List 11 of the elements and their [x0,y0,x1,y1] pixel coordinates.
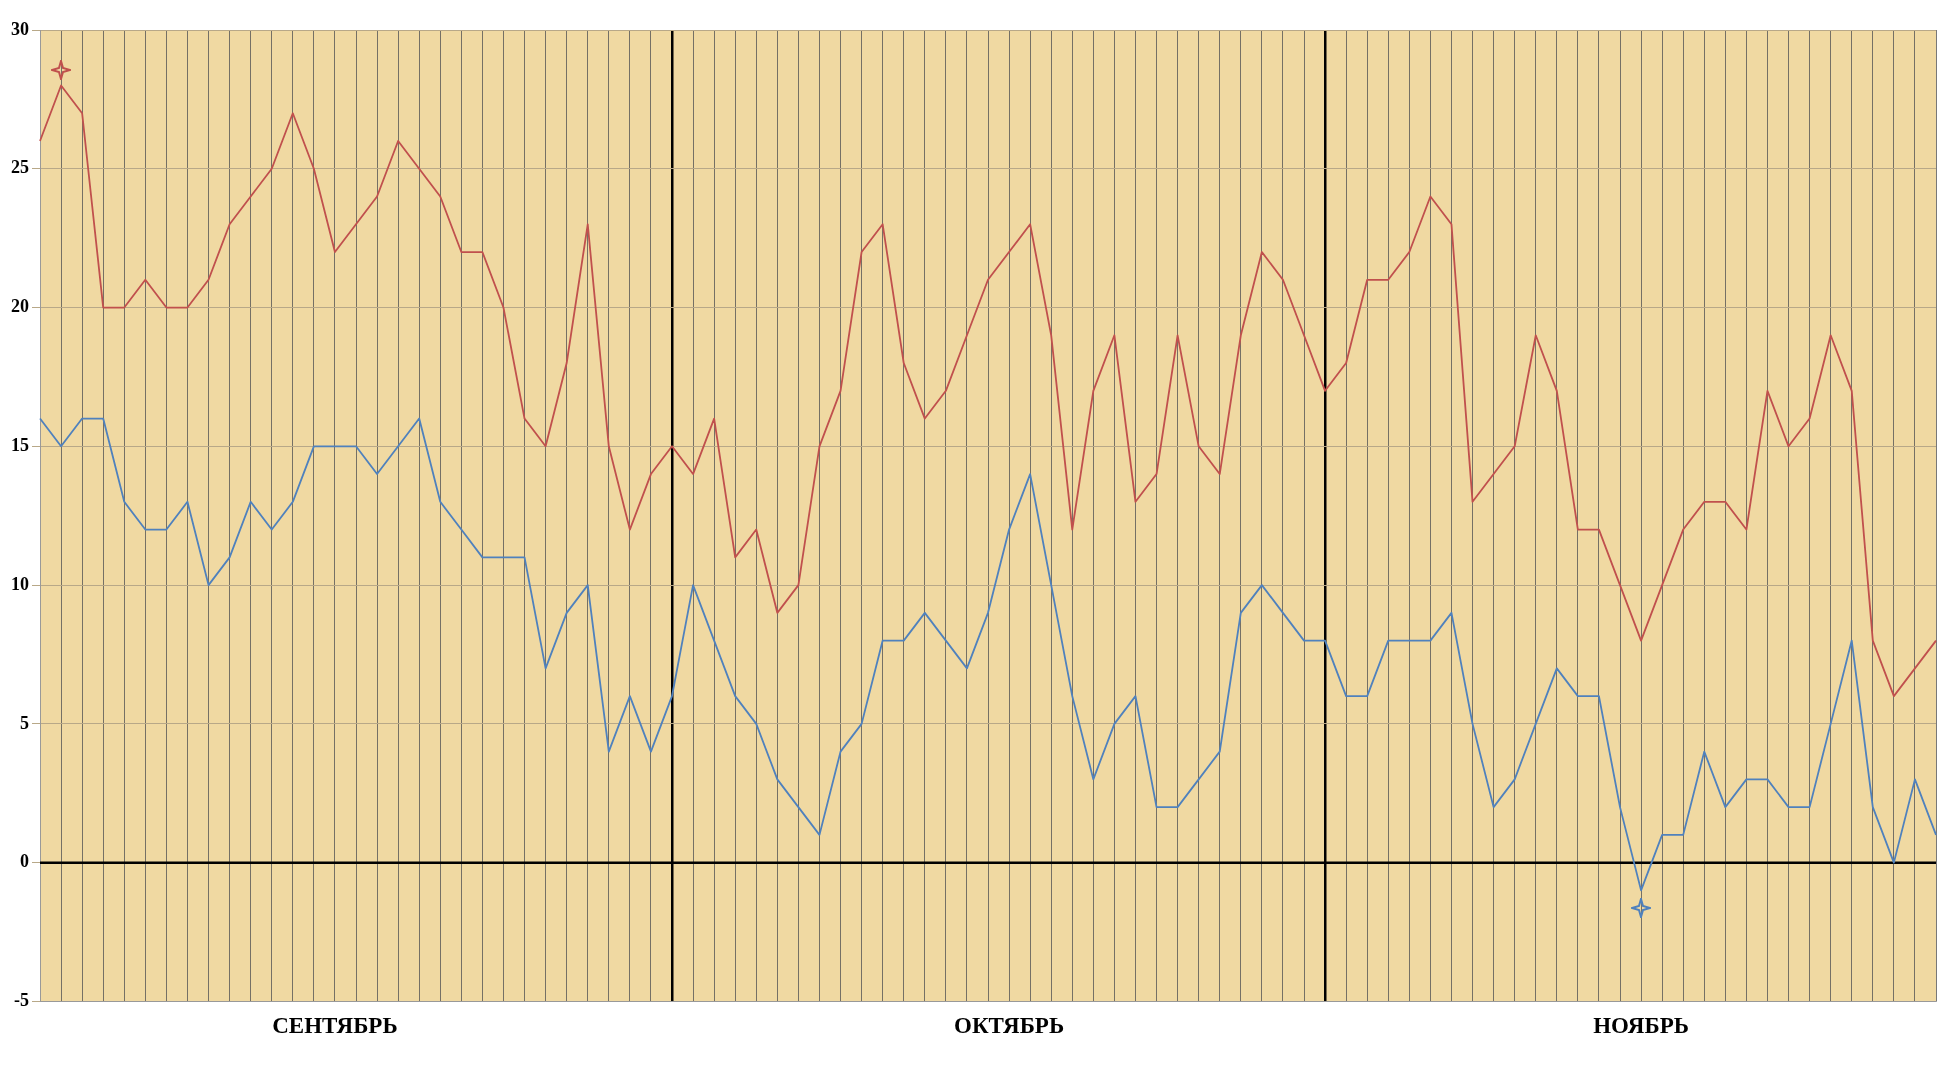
y-tick-label: 5 [20,712,29,733]
x-tick-label: ОКТЯБРЬ [954,1013,1065,1039]
x-tick-label: НОЯБРЬ [1593,1013,1689,1039]
y-tick-label: 30 [11,18,29,39]
y-tick-label: -5 [14,990,29,1011]
y-tick-label: 10 [11,573,29,594]
y-tick-label: 0 [20,851,29,872]
y-tick-label: 20 [11,296,29,317]
y-tick-label: 25 [11,157,29,178]
x-tick-label: СЕНТЯБРЬ [272,1013,398,1039]
y-tick-label: 15 [11,434,29,455]
